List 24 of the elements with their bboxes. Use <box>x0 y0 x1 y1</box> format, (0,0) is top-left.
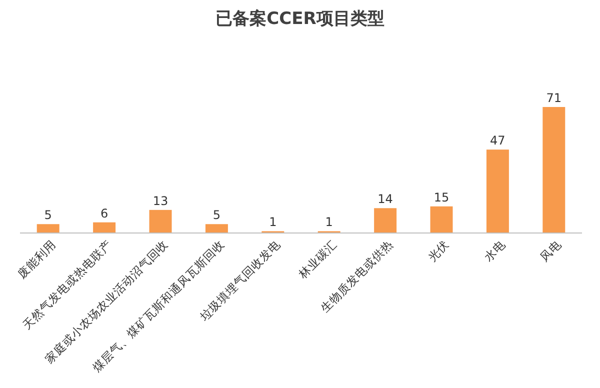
bar <box>149 210 172 233</box>
data-label: 71 <box>546 91 562 105</box>
x-tick-label: 风电 <box>537 237 564 264</box>
bar <box>205 224 228 233</box>
bar <box>430 206 453 233</box>
data-label: 13 <box>152 194 168 208</box>
chart-title: 已备案CCER项目类型 <box>216 8 384 29</box>
bar <box>486 150 509 233</box>
data-label: 14 <box>378 192 393 206</box>
data-label: 1 <box>269 215 277 230</box>
bar <box>36 224 60 233</box>
x-tick-label: 水电 <box>481 237 508 264</box>
x-tick-label: 林业碳汇 <box>294 237 340 282</box>
data-label: 6 <box>100 206 108 220</box>
data-label: 5 <box>44 208 52 222</box>
bar <box>93 222 116 233</box>
x-tick-label: 废能利用 <box>14 237 58 282</box>
bar <box>542 107 566 233</box>
data-label: 1 <box>325 215 333 230</box>
data-label: 5 <box>212 208 221 222</box>
data-label: 15 <box>434 190 450 204</box>
bar <box>374 208 397 233</box>
data-label: 47 <box>490 134 506 148</box>
x-tick-label: 光伏 <box>424 237 452 264</box>
